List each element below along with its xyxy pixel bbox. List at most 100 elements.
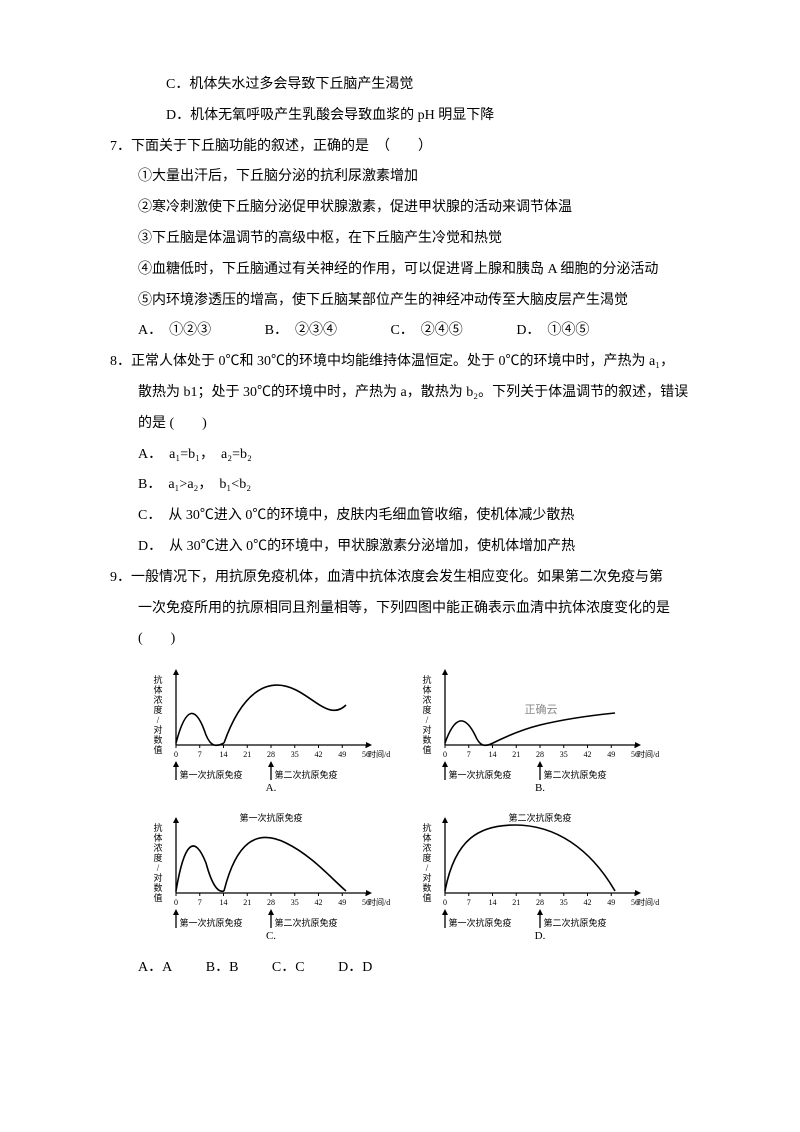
q9-choice-a: A．A (138, 953, 172, 984)
svg-text:浓: 浓 (422, 695, 431, 705)
svg-text:/: / (425, 715, 428, 725)
svg-text:值: 值 (422, 892, 431, 903)
svg-text:度: 度 (153, 704, 162, 715)
q9-figure-block: 抗体浓度/对数值 0714212835424956 时间/d 第一次抗原免疫 第… (110, 655, 700, 953)
svg-text:/: / (156, 715, 159, 725)
svg-text:21: 21 (243, 750, 251, 759)
svg-text:0: 0 (443, 898, 447, 907)
q9-stem-line3: ( ) (110, 624, 700, 655)
svg-text:35: 35 (290, 898, 298, 907)
svg-text:第二次抗原免疫: 第二次抗原免疫 (274, 769, 337, 780)
svg-text:值: 值 (153, 892, 162, 903)
svg-text:D.: D. (534, 930, 545, 942)
svg-text:体: 体 (153, 684, 162, 695)
q7-choice-c: C． ②④⑤ (390, 316, 462, 347)
q7-statement-5: ⑤内环境渗透压的增高，使下丘脑某部位产生的神经冲动传至大脑皮层产生渴觉 (110, 286, 700, 317)
svg-text:抗: 抗 (153, 674, 162, 685)
svg-text:对: 对 (422, 724, 431, 735)
q8-stem-line2: 散热为 b1；处于 30℃的环境中时，产热为 a，散热为 b₂。下列关于体温调节… (110, 378, 700, 409)
svg-text:C.: C. (265, 930, 275, 942)
svg-text:42: 42 (583, 898, 591, 907)
page-root: C．机体失水过多会导致下丘脑产生渴觉 D．机体无氧呼吸产生乳酸会导致血浆的 pH… (0, 0, 800, 1024)
svg-text:时间/d: 时间/d (637, 897, 659, 907)
svg-text:28: 28 (267, 750, 275, 759)
svg-text:第一次抗原免疫: 第一次抗原免疫 (179, 769, 242, 780)
q7-choice-d: D． ①④⑤ (516, 316, 589, 347)
svg-text:28: 28 (267, 898, 275, 907)
svg-text:35: 35 (559, 898, 567, 907)
svg-text:抗: 抗 (153, 822, 162, 833)
svg-text:体: 体 (422, 684, 431, 695)
chart-a: 抗体浓度/对数值 0714212835424956 时间/d 第一次抗原免疫 第… (146, 665, 396, 805)
svg-text:0: 0 (443, 750, 447, 759)
svg-text:第二次抗原免疫: 第二次抗原免疫 (508, 813, 571, 823)
svg-text:第二次抗原免疫: 第二次抗原免疫 (274, 917, 337, 928)
q7-stem: 7．下面关于下丘脑功能的叙述，正确的是 （ ） (138, 132, 700, 163)
svg-text:49: 49 (607, 898, 615, 907)
q7-choice-a: A． ①②③ (138, 316, 211, 347)
q9-stem-line1: 9．一般情况下，用抗原免疫机体，血清中抗体浓度会发生相应变化。如果第二次免疫与第 (138, 563, 700, 594)
q9-choices: A．A B．B C．C D．D (110, 953, 700, 984)
q7-statement-1: ①大量出汗后，下丘脑分泌的抗利尿激素增加 (110, 162, 700, 193)
svg-text:35: 35 (290, 750, 298, 759)
svg-text:对: 对 (153, 724, 162, 735)
svg-text:第二次抗原免疫: 第二次抗原免疫 (543, 769, 606, 780)
svg-text:时间/d: 时间/d (368, 897, 390, 907)
q6-option-c: C．机体失水过多会导致下丘脑产生渴觉 (110, 70, 700, 101)
svg-text:数: 数 (153, 882, 162, 893)
svg-text:7: 7 (197, 750, 201, 759)
svg-text:0: 0 (174, 898, 178, 907)
svg-text:体: 体 (422, 832, 431, 843)
q9-choice-d: D．D (338, 953, 372, 984)
q9-choice-c: C．C (272, 953, 305, 984)
svg-text:A.: A. (265, 782, 276, 794)
svg-text:21: 21 (243, 898, 251, 907)
svg-text:浓: 浓 (153, 843, 162, 853)
q8-option-c: C． 从 30℃进入 0℃的环境中，皮肤内毛细血管收缩，使机体减少散热 (110, 501, 700, 532)
q7-statement-3: ③下丘脑是体温调节的高级中枢，在下丘脑产生冷觉和热觉 (110, 224, 700, 255)
q8-option-d: D． 从 30℃进入 0℃的环境中，甲状腺激素分泌增加，使机体增加产热 (110, 532, 700, 563)
svg-text:抗: 抗 (422, 674, 431, 685)
svg-text:抗: 抗 (422, 822, 431, 833)
svg-text:7: 7 (197, 898, 201, 907)
svg-text:浓: 浓 (153, 695, 162, 705)
svg-text:/: / (425, 863, 428, 873)
q8-stem-line1: 8．正常人体处于 0℃和 30℃的环境中均能维持体温恒定。处于 0℃的环境中时，… (138, 347, 700, 378)
svg-text:14: 14 (219, 898, 227, 907)
svg-text:体: 体 (153, 832, 162, 843)
chart-c: 第一次抗原免疫 抗体浓度/对数值 0714212835424956 时间/d 第… (146, 813, 396, 953)
svg-text:第二次抗原免疫: 第二次抗原免疫 (543, 917, 606, 928)
q8-option-b: B． a₁>a₂， b₁<b₂ (110, 470, 700, 501)
svg-text:35: 35 (559, 750, 567, 759)
chart-d: 第二次抗原免疫 抗体浓度/对数值 0714212835424956 时间/d 第… (415, 813, 665, 953)
q7-statement-2: ②寒冷刺激使下丘脑分泌促甲状腺激素，促进甲状腺的活动来调节体温 (110, 193, 700, 224)
svg-text:14: 14 (488, 750, 496, 759)
q7-choice-b: B． ②③④ (265, 316, 337, 347)
svg-text:数: 数 (422, 734, 431, 745)
svg-text:7: 7 (466, 750, 470, 759)
svg-text:B.: B. (534, 782, 544, 794)
svg-text:42: 42 (314, 750, 322, 759)
svg-text:度: 度 (422, 704, 431, 715)
svg-text:第一次抗原免疫: 第一次抗原免疫 (448, 769, 511, 780)
svg-text:浓: 浓 (422, 843, 431, 853)
chart-b: 抗体浓度/对数值 0714212835424956 时间/d 第一次抗原免疫 第… (415, 665, 665, 805)
svg-text:第一次抗原免疫: 第一次抗原免疫 (179, 917, 242, 928)
svg-text:21: 21 (512, 898, 520, 907)
svg-text:度: 度 (422, 852, 431, 863)
q6-option-d: D．机体无氧呼吸产生乳酸会导致血浆的 pH 明显下降 (110, 101, 700, 132)
svg-text:14: 14 (219, 750, 227, 759)
svg-text:数: 数 (422, 882, 431, 893)
svg-text:7: 7 (466, 898, 470, 907)
svg-text:第一次抗原免疫: 第一次抗原免疫 (448, 917, 511, 928)
svg-text:49: 49 (338, 750, 346, 759)
q9-choice-b: B．B (206, 953, 239, 984)
svg-text:0: 0 (174, 750, 178, 759)
svg-text:第一次抗原免疫: 第一次抗原免疫 (239, 813, 302, 823)
svg-text:14: 14 (488, 898, 496, 907)
svg-text:数: 数 (153, 734, 162, 745)
svg-text:42: 42 (314, 898, 322, 907)
svg-text:49: 49 (338, 898, 346, 907)
svg-text:对: 对 (153, 872, 162, 883)
svg-text:28: 28 (536, 898, 544, 907)
